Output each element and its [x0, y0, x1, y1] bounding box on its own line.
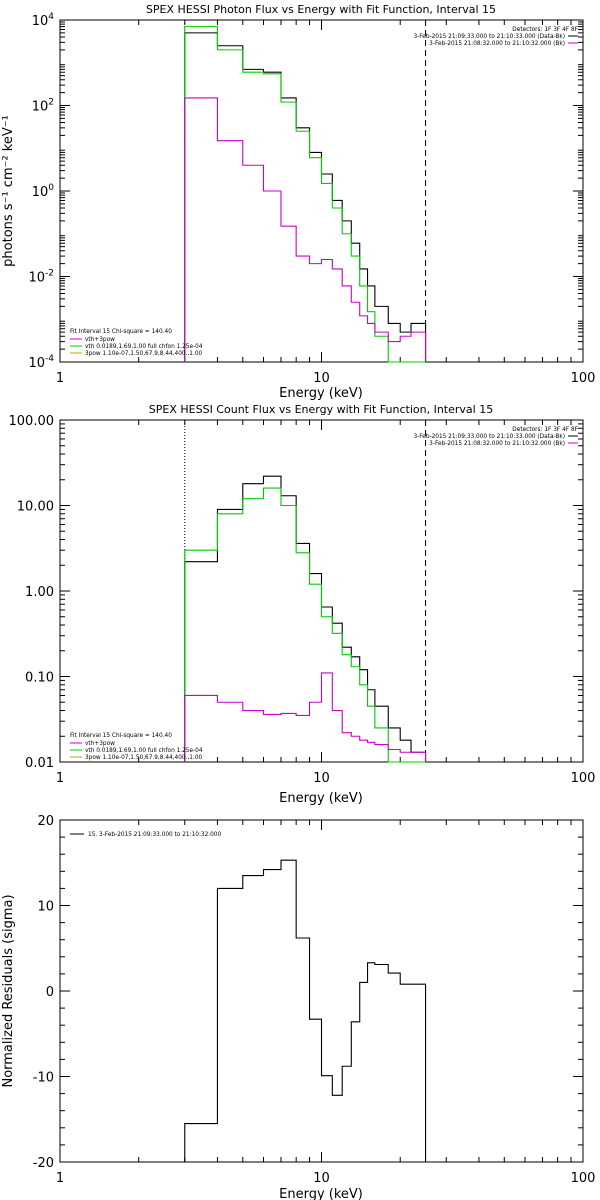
legend-entry: 3-Feb-2015 21:09:33.000 to 21:10:33.000 …	[413, 434, 565, 440]
y-tick-label: 0	[46, 985, 54, 1000]
detector-legend: Detectors: 1F 3F 4F 8F 3-Feb-2015 21:09:…	[413, 27, 578, 47]
residual-series	[184, 859, 427, 1162]
legend-entry: 3-Feb-2015 21:09:33.000 to 21:10:33.000 …	[413, 34, 565, 40]
legend-header: Fit Interval 15 Chi-square = 140.40	[70, 329, 172, 335]
x-tick-label: 1	[56, 771, 64, 786]
legend-entry: vth 0.0189,1.69,1.00 full chfon 1.25e-04	[85, 748, 203, 754]
residual-legend: 15. 3-Feb-2015 21:09:33.000 to 21:10:32.…	[70, 832, 221, 838]
fit-legend: Fit Interval 15 Chi-square = 140.40 vth+…	[70, 329, 203, 357]
series-vth	[184, 487, 426, 763]
chart-title: SPEX HESSI Count Flux vs Energy with Fit…	[149, 403, 493, 416]
y-axis-label: photons s⁻¹ cm⁻² keV⁻¹	[1, 115, 16, 267]
x-tick-label: 100	[571, 371, 596, 386]
x-tick-label: 1	[56, 1171, 64, 1186]
y-tick-label: 0.01	[25, 756, 54, 771]
photon-flux-panel: SPEX HESSI Photon Flux vs Energy with Fi…	[1, 3, 595, 401]
count-flux-panel: SPEX HESSI Count Flux vs Energy with Fit…	[9, 403, 596, 806]
x-tick-label: 1	[56, 371, 64, 386]
axis-ticks: 1 10 100 0.01 0.10 1.00 10.00 100.00	[9, 414, 596, 786]
y-axis-label: Normalized Residuals (sigma)	[1, 894, 16, 1087]
legend-header: Detectors: 1F 3F 4F 8F	[512, 27, 578, 33]
x-axis-label: Energy (keV)	[279, 1187, 363, 1200]
legend-entry: vth+3pow	[85, 337, 115, 343]
y-tick-label: 10-4	[28, 354, 54, 371]
y-tick-label: 10-2	[28, 269, 54, 286]
x-tick-label: 100	[571, 1171, 596, 1186]
legend-entry: 15. 3-Feb-2015 21:09:33.000 to 21:10:32.…	[88, 832, 221, 838]
series-bk	[184, 97, 427, 362]
series-vth	[184, 26, 426, 363]
y-tick-label: -10	[33, 1071, 54, 1086]
axis-ticks: 1 10 100 10-4 10-2 100 102 104	[28, 12, 595, 386]
x-tick-label: 10	[313, 371, 330, 386]
legend-entry: vth+3pow	[85, 741, 115, 747]
y-tick-label: 104	[32, 12, 55, 29]
y-tick-label: 1.00	[25, 585, 54, 600]
legend-entry: 3pow 1.10e-07,1.50,67.9,8.44,400.,1.00	[85, 755, 203, 761]
axis-ticks: 1 10 100 -20 -10 0 10 20	[33, 814, 596, 1186]
reference-lines	[184, 420, 427, 762]
series-bk	[184, 672, 427, 762]
legend-entry: 3-Feb-2015 21:08:32.000 to 21:10:32.000 …	[429, 41, 565, 47]
legend-entry: 3-Feb-2015 21:08:32.000 to 21:10:32.000 …	[429, 441, 565, 447]
series-data-bk	[184, 32, 427, 362]
spectrum-series	[184, 475, 427, 763]
legend-entry: 3pow 1.10e-07,1.50,67.9,8.44,400.,1.00	[85, 351, 203, 357]
y-tick-label: 20	[37, 814, 54, 829]
y-tick-label: 100.00	[9, 414, 55, 429]
plot-frame	[59, 819, 584, 1163]
y-tick-label: 102	[32, 98, 54, 115]
plot-frame	[59, 19, 584, 363]
y-tick-label: -20	[33, 1156, 54, 1171]
y-tick-label: 10	[37, 900, 54, 915]
x-tick-label: 10	[313, 771, 330, 786]
residuals-panel: Normalized Residuals (sigma) Energy (keV…	[1, 814, 595, 1200]
y-tick-label: 100	[32, 183, 55, 200]
y-tick-label: 10.00	[17, 500, 54, 515]
series-residuals	[184, 859, 427, 1162]
x-tick-label: 100	[571, 771, 596, 786]
y-tick-label: 0.10	[25, 671, 54, 686]
chart-title: SPEX HESSI Photon Flux vs Energy with Fi…	[146, 3, 496, 16]
fit-legend: Fit Interval 15 Chi-square = 140.40 vth+…	[70, 733, 203, 761]
series-data-bk	[184, 475, 427, 762]
legend-header: Fit Interval 15 Chi-square = 140.40	[70, 733, 172, 739]
x-tick-label: 10	[313, 1171, 330, 1186]
x-axis-label: Energy (keV)	[279, 791, 363, 806]
spectrum-series	[184, 26, 427, 363]
legend-entry: vth 0.0189,1.69,1.00 full chfon 1.25e-04	[85, 344, 203, 350]
reference-lines	[184, 20, 427, 362]
detector-legend: Detectors: 1F 3F 4F 8F 3-Feb-2015 21:09:…	[413, 427, 578, 447]
x-axis-label: Energy (keV)	[279, 386, 363, 401]
legend-header: Detectors: 1F 3F 4F 8F	[512, 427, 578, 433]
